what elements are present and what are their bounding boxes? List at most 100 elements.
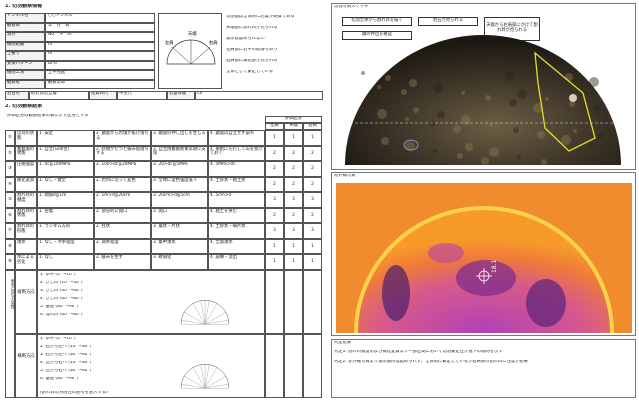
texture bbox=[589, 77, 599, 87]
eval-value: 2 bbox=[284, 207, 303, 223]
note-line: 天端部に割れ目が見られる bbox=[226, 26, 278, 30]
sketch-ellipse bbox=[403, 139, 419, 151]
eval-value: 2 bbox=[265, 145, 284, 161]
eval-value: 1 bbox=[303, 238, 322, 254]
texture bbox=[537, 131, 545, 139]
angle-line bbox=[204, 302, 218, 324]
sketch-button[interactable]: 切羽全体から割れ目を描く bbox=[342, 17, 412, 26]
texture bbox=[517, 155, 521, 159]
texture bbox=[533, 103, 543, 113]
thermal-image: 18.1 bbox=[336, 183, 632, 333]
field-value: No. + m bbox=[45, 32, 155, 42]
row-option: 3. 20cm>d≧5cm bbox=[151, 192, 208, 208]
texture bbox=[461, 115, 471, 125]
field-value: m bbox=[45, 51, 155, 61]
group-name: 縦断方向 bbox=[15, 269, 37, 334]
cold-zone bbox=[456, 260, 516, 296]
eval-value: 2 bbox=[303, 145, 322, 161]
footer-cell: 岩石名 bbox=[5, 91, 29, 100]
cold-zone bbox=[428, 243, 464, 263]
texture bbox=[593, 105, 601, 113]
diagram-label: 右肩 bbox=[209, 39, 218, 46]
row-option: 1. なし・滲水程度 bbox=[37, 238, 94, 254]
eval-value: 1 bbox=[284, 238, 303, 254]
field-value: ○○トンネル bbox=[45, 13, 155, 23]
cross-section-diagram: 天端 左肩 右肩 bbox=[158, 13, 222, 89]
row-item: 素掘面の状態 bbox=[15, 145, 37, 161]
field-label: 観察者 bbox=[5, 79, 45, 89]
group-line: 5. 左から右へ (30°〜60°) bbox=[40, 368, 92, 373]
eval-value: 2 bbox=[284, 161, 303, 177]
angle-line bbox=[200, 364, 206, 389]
row-item: 圧縮強度 bbox=[15, 161, 37, 177]
group-line: 4. 左から右へ (10°〜30°) bbox=[40, 360, 92, 365]
row-option: 1. ランダム方形 bbox=[37, 223, 94, 239]
row-option: 1. σc≧100MPa bbox=[37, 161, 94, 177]
panel-title: 赤外線写真 bbox=[334, 174, 356, 178]
eval-col: 左肩 bbox=[265, 123, 284, 130]
orientation-note: (割れ目の方向性の記号を記入する) bbox=[40, 391, 108, 395]
field-label: 支保パターン bbox=[5, 60, 45, 70]
angle-line bbox=[204, 383, 229, 389]
row-option: 3. 20>σc≧5MPa bbox=[151, 161, 208, 177]
section-title: 1. 切羽観察情報 bbox=[5, 4, 43, 9]
panel-title: 切羽写真スケッチ bbox=[334, 5, 369, 9]
field-label: トンネル名 bbox=[5, 13, 45, 23]
texture bbox=[405, 141, 415, 151]
row-no: ④ bbox=[5, 176, 15, 192]
sketch-button[interactable]: 鏡の押出を確認 bbox=[342, 31, 412, 40]
thermal-edge bbox=[354, 206, 614, 333]
angle-line bbox=[204, 311, 226, 324]
row-option: 4. 崩壊・流出 bbox=[208, 254, 265, 270]
texture bbox=[385, 75, 391, 81]
texture bbox=[461, 91, 465, 95]
texture bbox=[569, 101, 575, 107]
row-no: ② bbox=[5, 145, 15, 161]
texture bbox=[401, 89, 407, 95]
eval-value: 3 bbox=[265, 192, 284, 208]
texture bbox=[457, 153, 463, 159]
row-option: 3. 全体に変色強度低下 bbox=[151, 176, 208, 192]
row-option: 2. 1m>d≧20cm bbox=[94, 192, 151, 208]
thermal-svg: 18.1 bbox=[336, 183, 632, 333]
texture bbox=[485, 95, 491, 101]
eval-value: 3 bbox=[265, 223, 284, 239]
orientation-label: 割れ目の方向性 bbox=[5, 269, 15, 398]
field-value: 上半先進 bbox=[45, 70, 155, 80]
row-option: 4. 土砂状・粘土状 bbox=[208, 176, 265, 192]
eval-empty bbox=[284, 333, 303, 398]
temp-marker: 18.1 bbox=[491, 259, 498, 273]
eval-value: 3 bbox=[303, 192, 322, 208]
result-panel bbox=[331, 339, 636, 398]
angle-line bbox=[200, 300, 206, 324]
row-option: 2. 岩目に沿って変色 bbox=[94, 176, 151, 192]
field-value: 観察太郎 bbox=[45, 79, 155, 89]
group-line: 4. さし目 (60°〜80°) bbox=[40, 296, 83, 301]
eval-value: 2 bbox=[265, 207, 284, 223]
eval-value: 1 bbox=[284, 254, 303, 270]
row-option: 2. 時間がたつと緩み肌落ちする bbox=[94, 145, 151, 161]
tunnel-outline bbox=[166, 39, 216, 65]
row-option: 4. 掘削に先行して山を受けておく bbox=[208, 145, 265, 161]
face-photo bbox=[333, 13, 634, 168]
row-item: 割れ目の状態 bbox=[15, 207, 37, 223]
angle-svg bbox=[180, 363, 230, 389]
group-line: 3. さし目 (30°〜60°) bbox=[40, 288, 83, 293]
footer-cell: CⅡ bbox=[195, 91, 323, 100]
group-line: 5. 垂直 (80°〜90°) bbox=[40, 304, 79, 309]
field-label: 掘削工法 bbox=[5, 70, 45, 80]
row-no: ① bbox=[5, 130, 15, 146]
texture bbox=[513, 127, 519, 133]
group-line: 1. 水平 (0°〜10°) bbox=[40, 336, 76, 341]
eval-value: 1 bbox=[303, 254, 322, 270]
field-label: 観察日 bbox=[5, 22, 45, 32]
row-no: ⑦ bbox=[5, 223, 15, 239]
texture bbox=[545, 97, 549, 101]
group-line: 2. 右から左へ (10°〜30°) bbox=[40, 344, 92, 349]
angle-line bbox=[184, 375, 206, 389]
texture bbox=[453, 125, 461, 133]
field-value: 年 月 日 bbox=[45, 22, 155, 32]
sketch-button[interactable]: 岩石が見られる bbox=[418, 17, 478, 26]
texture bbox=[429, 121, 435, 127]
row-no: ⑧ bbox=[5, 238, 15, 254]
